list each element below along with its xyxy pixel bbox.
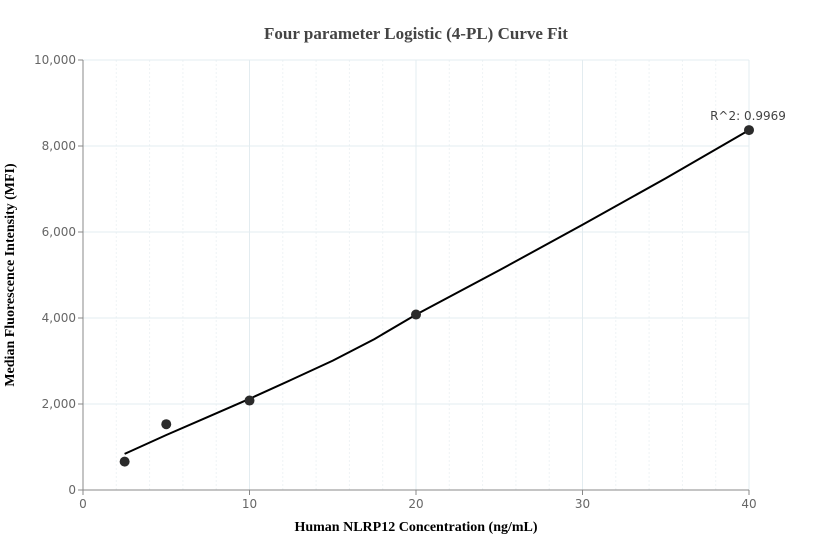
data-point — [161, 419, 172, 430]
y-axis-ticks: 0 2,000 4,000 6,000 8,000 10,000 — [34, 53, 83, 497]
x-tick-label: 10 — [242, 497, 257, 511]
y-tick-label: 6,000 — [42, 225, 76, 239]
y-tick-label: 0 — [68, 483, 76, 497]
x-axis-title: Human NLRP12 Concentration (ng/mL) — [294, 520, 537, 535]
r-squared-annotation: R^2: 0.9969 — [710, 109, 786, 123]
data-point — [744, 125, 754, 136]
data-point — [411, 309, 421, 320]
data-points — [119, 125, 754, 467]
y-tick-label: 10,000 — [34, 53, 76, 67]
y-axis-title: Median Fluorescence Intensity (MFI) — [3, 163, 18, 387]
y-tick-label: 2,000 — [42, 397, 76, 411]
x-tick-label: 20 — [408, 497, 423, 511]
x-tick-label: 40 — [741, 497, 756, 511]
chart-title: Four parameter Logistic (4-PL) Curve Fit — [264, 24, 568, 43]
y-tick-label: 8,000 — [42, 139, 76, 153]
y-tick-label: 4,000 — [42, 311, 76, 325]
x-axis-ticks: 0 10 20 30 40 — [79, 490, 757, 511]
data-point — [119, 456, 130, 467]
x-tick-label: 30 — [575, 497, 590, 511]
fit-curve — [124, 129, 750, 455]
x-tick-label: 0 — [79, 497, 87, 511]
data-point — [244, 395, 255, 406]
